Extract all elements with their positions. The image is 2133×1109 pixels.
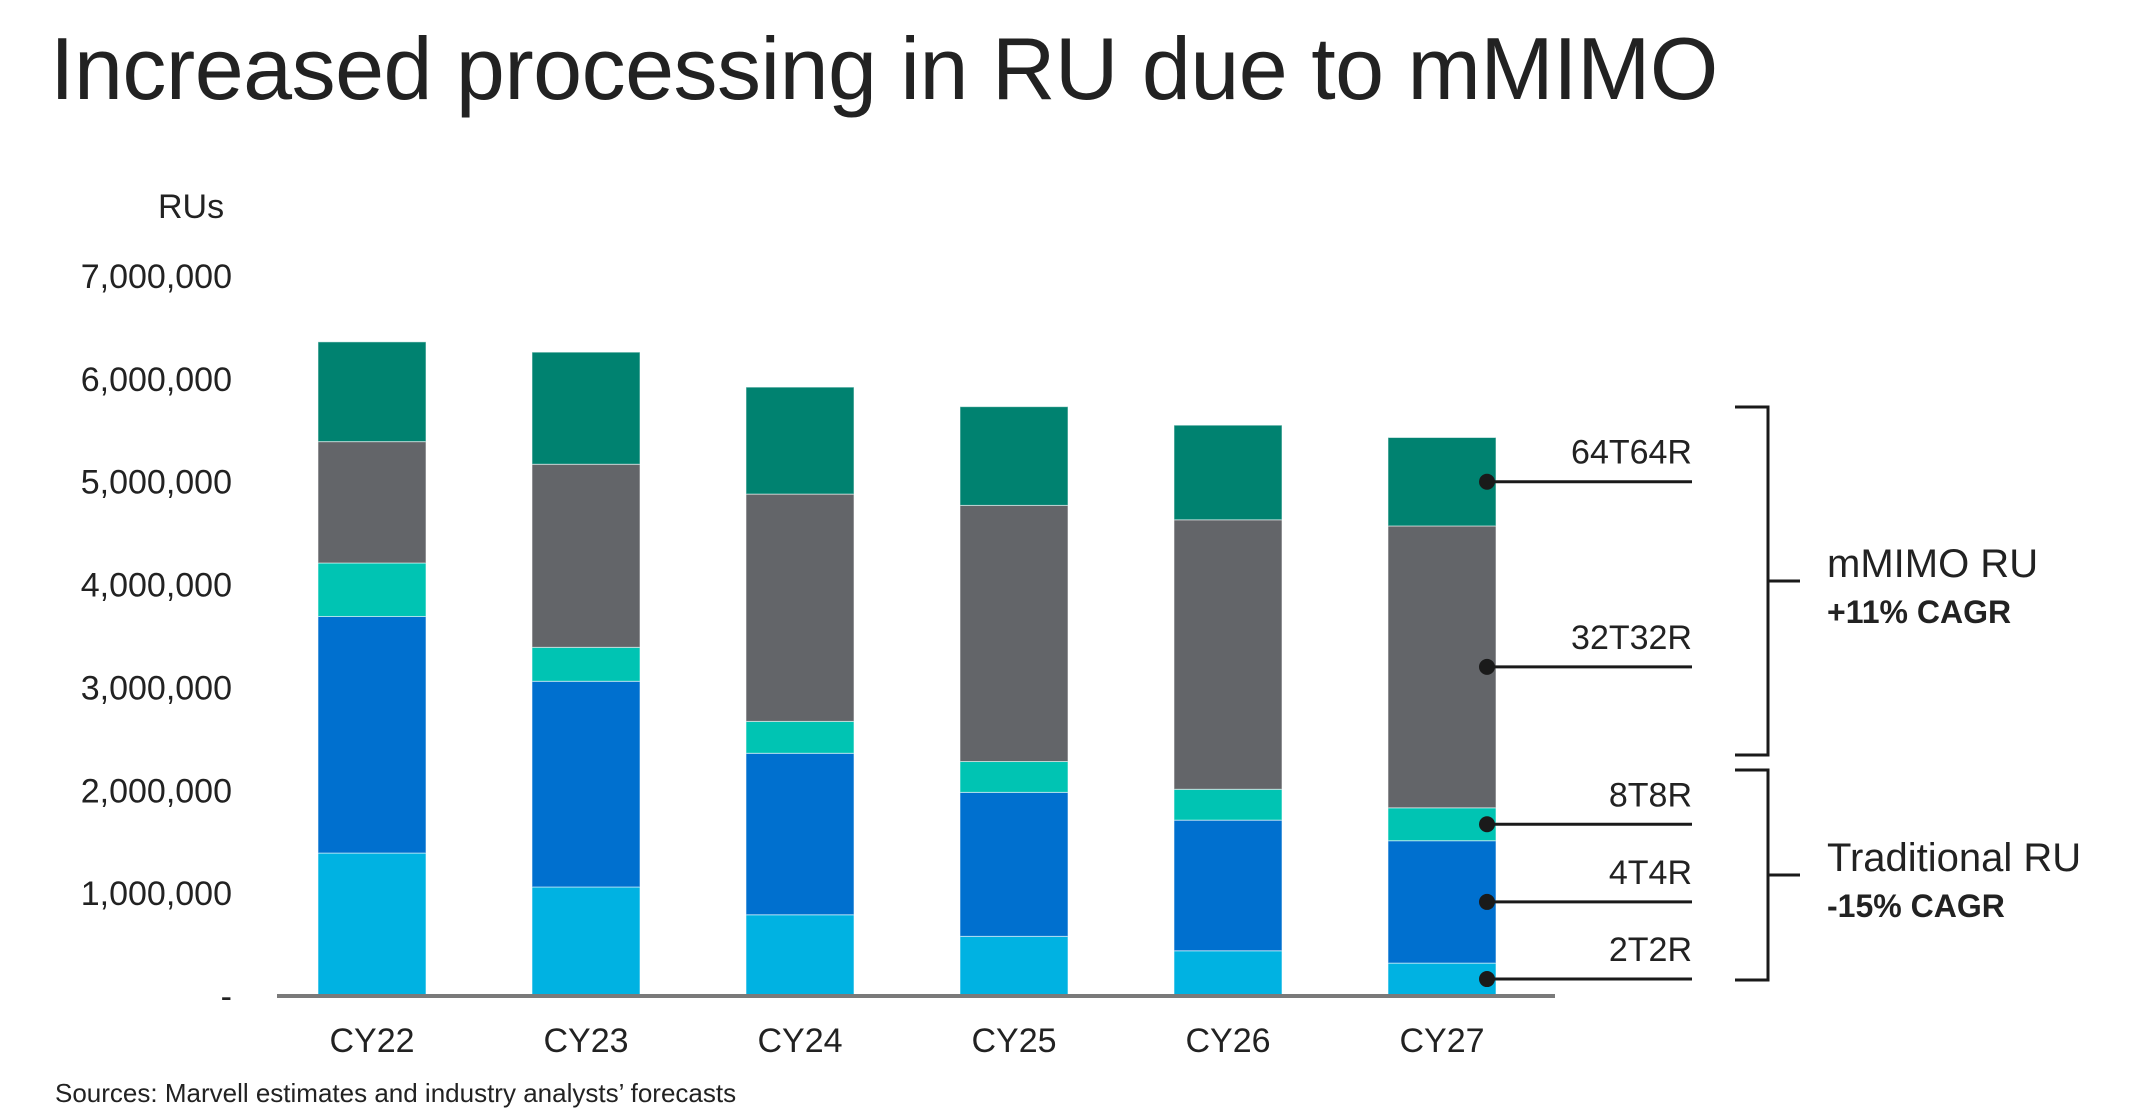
bar-segment-2t2r (317, 852, 427, 996)
y-tick-label: 3,000,000 (81, 669, 232, 707)
page-title: Increased processing in RU due to mMIMO (50, 19, 1718, 118)
bar-segment-8t8r (531, 646, 641, 682)
bar-segment-32t32r (531, 463, 641, 648)
bars (317, 341, 1497, 996)
source-note: Sources: Marvell estimates and industry … (55, 1078, 737, 1108)
bar-segment-32t32r (317, 441, 427, 564)
series-label-64t64r: 64T64R (1571, 434, 1692, 472)
x-tick-label: CY23 (543, 1022, 628, 1060)
bar-segment-64t64r (745, 386, 855, 495)
callout-dot (1479, 893, 1495, 910)
bar-segment-4t4r (317, 615, 427, 854)
callout-dot (1479, 658, 1495, 675)
bar-segment-32t32r (745, 493, 855, 722)
bar-segment-4t4r (531, 680, 641, 888)
bar-segment-2t2r (745, 914, 855, 996)
callout-dot (1479, 473, 1495, 490)
bar-segment-8t8r (745, 720, 855, 754)
bracket-traditional (1735, 768, 1770, 982)
bar-segment-4t4r (1173, 819, 1283, 952)
bar-segment-2t2r (959, 935, 1069, 996)
x-tick-label: CY25 (971, 1022, 1056, 1060)
bar-segment-64t64r (531, 351, 641, 465)
bar-segment-8t8r (1173, 788, 1283, 821)
y-tick-label: 4,000,000 (81, 567, 232, 605)
bar-segment-64t64r (1173, 424, 1283, 521)
group-label-mmimo: mMIMO RU (1827, 542, 2038, 586)
x-tick-label: CY24 (757, 1022, 842, 1060)
x-tick-label: CY22 (329, 1022, 414, 1060)
x-axis: CY22 CY23 CY24 CY25 CY26 CY27 (277, 994, 1555, 1060)
callout-dot (1479, 971, 1495, 988)
bar-segment-4t4r (745, 752, 855, 916)
group-brackets: mMIMO RU +11% CAGR Traditional RU -15% CAGR (1735, 405, 2081, 982)
y-tick-label: 7,000,000 (81, 258, 232, 296)
group-cagr-traditional: -15% CAGR (1827, 888, 2005, 924)
group-label-traditional: Traditional RU (1827, 836, 2081, 880)
y-tick-label: 1,000,000 (81, 875, 232, 913)
series-callouts: 2T2R 4T4R 8T8R 32T32R 64T64R (1479, 434, 1692, 988)
callout-dot (1479, 816, 1495, 833)
bar-segment-32t32r (1387, 525, 1497, 809)
bar-segment-4t4r (959, 791, 1069, 937)
y-tick-label: 6,000,000 (81, 361, 232, 399)
series-label-4t4r: 4T4R (1609, 854, 1692, 892)
y-tick-label: - (221, 978, 232, 1016)
series-label-8t8r: 8T8R (1609, 776, 1692, 814)
y-axis-label: RUs (158, 188, 224, 226)
bar-segment-64t64r (1387, 437, 1497, 527)
bar-segment-2t2r (1387, 962, 1497, 996)
bar-segment-8t8r (1387, 807, 1497, 842)
bar-segment-8t8r (317, 562, 427, 617)
bracket-mmimo (1735, 405, 1770, 757)
x-tick-label: CY26 (1185, 1022, 1270, 1060)
series-label-2t2r: 2T2R (1609, 931, 1692, 969)
bar-segment-32t32r (959, 504, 1069, 763)
y-tick-label: 2,000,000 (81, 772, 232, 810)
y-tick-label: 5,000,000 (81, 464, 232, 502)
group-cagr-mmimo: +11% CAGR (1827, 594, 2011, 630)
bar-segment-32t32r (1173, 519, 1283, 790)
bar-segment-2t2r (531, 886, 641, 996)
bar-segment-64t64r (959, 406, 1069, 506)
bar-segment-64t64r (317, 341, 427, 443)
x-tick-label: CY27 (1399, 1022, 1484, 1060)
bar-segment-8t8r (959, 761, 1069, 793)
y-axis: RUs - 1,000,000 2,000,000 3,000,000 4,000,000… (81, 188, 232, 1016)
bar-segment-2t2r (1173, 950, 1283, 996)
series-label-32t32r: 32T32R (1571, 619, 1692, 657)
